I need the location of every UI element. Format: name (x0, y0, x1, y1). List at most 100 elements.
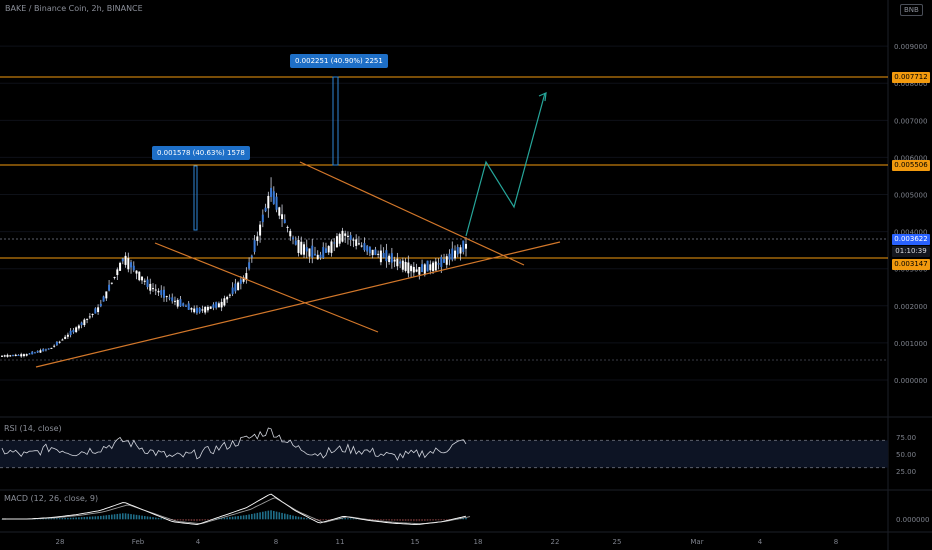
macd-histogram-bar (204, 519, 206, 521)
candle-body (456, 247, 459, 255)
candle-body (250, 255, 253, 258)
macd-histogram-bar (45, 518, 47, 520)
macd-histogram-bar (371, 519, 374, 520)
candle-body (212, 304, 215, 308)
macd-histogram-bar (443, 519, 445, 521)
candle-body (264, 207, 267, 212)
macd-histogram-bar (89, 516, 91, 520)
macd-histogram-bar (259, 512, 261, 520)
candle-body (154, 289, 157, 291)
macd-histogram-bar (347, 518, 349, 520)
macd-histogram-bar (465, 518, 467, 520)
macd-histogram-bar (248, 514, 250, 520)
macd-histogram-bar (413, 519, 415, 522)
time-tick-label: 8 (834, 538, 838, 546)
price-tick-label: 0.007000 (894, 117, 927, 125)
macd-histogram-bar (399, 519, 401, 521)
price-tick-label: 0.004000 (894, 229, 927, 237)
macd-histogram-bar (410, 519, 412, 522)
candle-body (3, 355, 6, 357)
macd-histogram-bar (83, 516, 86, 520)
candle-body (357, 243, 360, 245)
macd-histogram-bar (56, 518, 58, 520)
macd-histogram-bar (215, 518, 217, 520)
macd-histogram-bar (168, 519, 171, 520)
macd-histogram-bar (445, 519, 448, 520)
candle-body (355, 239, 358, 246)
candle-body (256, 236, 259, 241)
macd-histogram-bar (374, 519, 377, 521)
macd-histogram-bar (234, 516, 237, 520)
candle-body (245, 273, 248, 280)
time-tick-label: 4 (196, 538, 201, 546)
candle-body (352, 239, 355, 241)
macd-histogram-bar (91, 516, 94, 520)
currency-button[interactable]: BNB (900, 4, 923, 16)
candle-body (330, 241, 333, 253)
measure-bar-2 (332, 76, 339, 166)
tag-last-price: 0.003622 (892, 234, 930, 245)
candle-body (179, 299, 182, 307)
candle-body (83, 319, 86, 326)
macd-histogram-bar (344, 518, 346, 520)
candle-body (94, 308, 97, 314)
price-tick-label: 0.009000 (894, 43, 927, 51)
candle-body (209, 306, 212, 309)
macd-histogram-bar (270, 510, 272, 520)
axes: 0.009000 0.008000 0.007000 0.006000 0.005000… (56, 43, 928, 546)
macd-histogram-bar (289, 514, 292, 520)
candle-body (22, 354, 25, 357)
candle-body (448, 253, 451, 260)
candle-body (407, 262, 410, 274)
macd-histogram-bar (220, 518, 223, 520)
candle-body (6, 354, 9, 357)
macd-histogram-bar (251, 513, 253, 520)
candle-body (20, 354, 23, 357)
candle-body (80, 322, 83, 326)
tag-countdown: 01:10:39 (892, 246, 930, 257)
time-tick-label: 8 (274, 538, 278, 546)
price-tick-label: 0.002000 (894, 303, 927, 311)
time-tick-label: 25 (613, 538, 622, 546)
candle-body (1, 355, 3, 357)
candle-body (201, 309, 204, 311)
time-tick-label: 15 (411, 538, 420, 546)
time-tick-label: 28 (56, 538, 65, 546)
candle-body (119, 262, 122, 271)
time-tick-label: Feb (132, 538, 145, 546)
macd-histogram-bar (391, 519, 393, 521)
macd-histogram-bar (198, 519, 201, 521)
candle-body (382, 252, 385, 258)
macd-histogram-bar (75, 517, 77, 520)
price-tick-label: 0.008000 (894, 80, 927, 88)
candle-body (108, 284, 111, 291)
projection-path (465, 92, 546, 237)
candle-body (226, 296, 229, 300)
candle-body (220, 301, 223, 308)
tag-upper-resistance: 0.007712 (892, 72, 930, 83)
macd-tick-label: 0.000000 (896, 516, 929, 524)
rsi-label: RSI (14, close) (4, 424, 62, 433)
macd-histogram-bar (377, 519, 379, 521)
candle-body (143, 280, 146, 282)
macd-histogram-bar (283, 513, 286, 520)
candle-body (215, 302, 218, 308)
candle-body (193, 308, 196, 313)
measure-label-1: 0.001578 (40.63%) 1578 (152, 146, 250, 160)
macd-histogram-bar (138, 515, 141, 520)
candle-body (300, 241, 303, 255)
macd-histogram-bar (273, 510, 275, 520)
tag-resistance: 0.005506 (892, 160, 930, 171)
macd-histogram-bar (132, 514, 135, 520)
candle-body (132, 265, 135, 271)
macd-histogram-bar (196, 519, 198, 522)
candle-body (182, 303, 185, 306)
candle-body (25, 354, 28, 356)
macd-histogram-bar (434, 519, 437, 521)
macd-histogram-bar (314, 519, 316, 520)
candle-body (152, 288, 155, 290)
candle-body (160, 290, 163, 295)
candle-body (239, 279, 242, 284)
candle-body (399, 261, 402, 264)
